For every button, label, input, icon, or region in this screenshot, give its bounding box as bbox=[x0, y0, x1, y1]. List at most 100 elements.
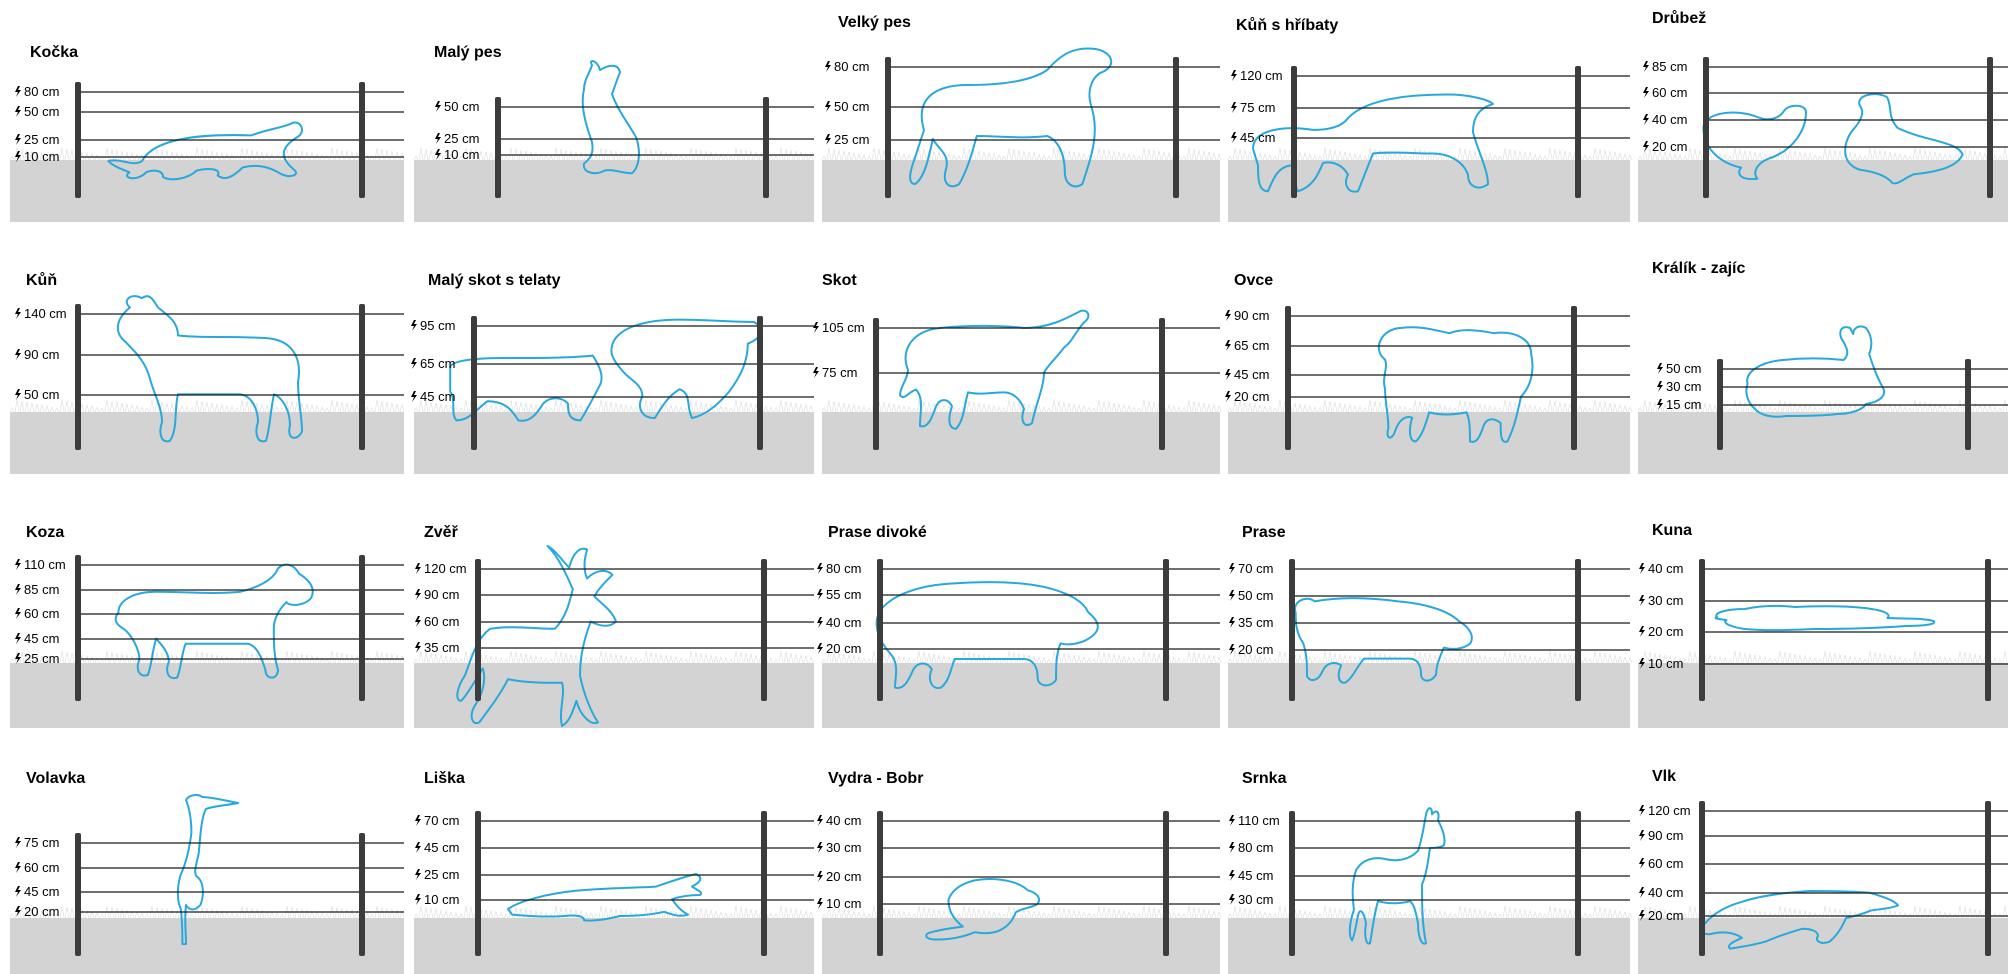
fence-post bbox=[1987, 57, 1993, 198]
fence-panel-vlk: 120 cm 90 cm 60 cm 40 cm 20 cm Vlk bbox=[1637, 752, 2008, 974]
fence-illustration: 85 cm 60 cm 40 cm 20 cm bbox=[1637, 57, 2008, 222]
small-dog-outline-icon bbox=[583, 61, 639, 173]
cat-outline-icon bbox=[108, 122, 302, 179]
voltage-bolt-icon bbox=[15, 837, 21, 848]
ground bbox=[414, 663, 814, 728]
voltage-bolt-icon bbox=[817, 898, 823, 909]
fence-panel-drubez: 85 cm 60 cm 40 cm 20 cm Drůbež bbox=[1637, 0, 2008, 222]
wire-height-label: 35 cm bbox=[424, 640, 459, 655]
sheep-outline-icon bbox=[1379, 327, 1533, 442]
fence-panel-prase-divoke: 80 cm 55 cm 40 cm 20 cm Prase divoké bbox=[817, 506, 1222, 728]
wire-height-label: 45 cm bbox=[1234, 367, 1269, 382]
fence-panel-kocka: 80 cm 50 cm 25 cm 10 cm Kočka bbox=[9, 0, 405, 222]
voltage-bolt-icon bbox=[1643, 114, 1649, 125]
wire-height-label: 105 cm bbox=[822, 320, 865, 335]
ground bbox=[10, 918, 404, 974]
animal-title: Kůň s hříbaty bbox=[1236, 17, 1339, 34]
fence-illustration: 50 cm 30 cm 15 cm bbox=[1637, 252, 2008, 474]
fence-illustration: 110 cm 80 cm 45 cm 30 cm bbox=[1227, 752, 1633, 974]
voltage-bolt-icon bbox=[1639, 887, 1645, 898]
wire-height-label: 10 cm bbox=[826, 896, 861, 911]
fence-post bbox=[75, 304, 81, 450]
fence-post bbox=[359, 833, 365, 956]
animal-title: Prase bbox=[1242, 524, 1286, 541]
voltage-bolt-icon bbox=[15, 349, 21, 360]
wire-height-label: 80 cm bbox=[24, 84, 59, 99]
ground bbox=[414, 412, 814, 474]
voltage-bolt-icon bbox=[1639, 595, 1645, 606]
wire-height-label: 35 cm bbox=[1238, 615, 1273, 630]
wire-height-label: 20 cm bbox=[826, 869, 861, 884]
fence-illustration: 70 cm 50 cm 35 cm 20 cm bbox=[1227, 559, 1633, 728]
fence-post bbox=[885, 57, 891, 198]
wire-height-label: 25 cm bbox=[444, 131, 479, 146]
grass bbox=[413, 399, 814, 413]
wire-height-label: 45 cm bbox=[24, 631, 59, 646]
wire-height-label: 120 cm bbox=[424, 561, 467, 576]
grass bbox=[9, 650, 405, 664]
fence-panel-zver: 120 cm 90 cm 60 cm 35 cm Zvěř bbox=[413, 506, 814, 728]
poultry-outline-icon bbox=[1703, 94, 1962, 183]
animal-title: Kuna bbox=[1652, 522, 1692, 539]
voltage-bolt-icon bbox=[1639, 858, 1645, 869]
voltage-bolt-icon bbox=[435, 133, 441, 144]
voltage-bolt-icon bbox=[1229, 842, 1235, 853]
fence-illustration: 80 cm 50 cm 25 cm 10 cm bbox=[9, 82, 405, 222]
wire-height-label: 45 cm bbox=[424, 840, 459, 855]
voltage-bolt-icon bbox=[1229, 870, 1235, 881]
horse-outline-icon bbox=[118, 296, 302, 441]
wire-height-label: 30 cm bbox=[826, 840, 861, 855]
grass bbox=[413, 650, 814, 664]
animal-title: Volavka bbox=[26, 770, 86, 787]
animal-title: Kočka bbox=[30, 44, 79, 61]
grass bbox=[1637, 650, 2008, 664]
wire-height-label: 70 cm bbox=[424, 813, 459, 828]
fence-panel-maly-skot: 95 cm 65 cm 45 cm Malý skot s telaty bbox=[411, 252, 814, 474]
ground bbox=[414, 918, 814, 974]
wire-height-label: 45 cm bbox=[1240, 130, 1275, 145]
marten-outline-icon bbox=[1715, 606, 1934, 630]
wire-height-label: 55 cm bbox=[826, 587, 861, 602]
fence-post bbox=[757, 316, 763, 450]
fence-panel-kun: 140 cm 90 cm 50 cm Kůň bbox=[9, 252, 405, 474]
fence-post bbox=[873, 318, 879, 450]
fence-post bbox=[1717, 359, 1723, 450]
voltage-bolt-icon bbox=[1639, 805, 1645, 816]
wire-height-label: 30 cm bbox=[1238, 892, 1273, 907]
voltage-bolt-icon bbox=[411, 320, 417, 331]
wire-height-label: 20 cm bbox=[1648, 908, 1683, 923]
voltage-bolt-icon bbox=[15, 106, 21, 117]
wire-height-label: 80 cm bbox=[1238, 840, 1273, 855]
fence-post bbox=[471, 316, 477, 450]
fox-outline-icon bbox=[508, 874, 701, 921]
ground bbox=[414, 160, 814, 222]
ground bbox=[822, 160, 1220, 222]
grass bbox=[821, 399, 1222, 413]
fence-post bbox=[1703, 57, 1709, 198]
wire-height-label: 40 cm bbox=[1648, 561, 1683, 576]
fence-post bbox=[1985, 801, 1991, 956]
wire-height-label: 60 cm bbox=[1652, 85, 1687, 100]
voltage-bolt-icon bbox=[15, 653, 21, 664]
fence-illustration: 95 cm 65 cm 45 cm bbox=[411, 316, 814, 474]
fence-post bbox=[1159, 318, 1165, 450]
voltage-bolt-icon bbox=[415, 563, 421, 574]
voltage-bolt-icon bbox=[817, 871, 823, 882]
voltage-bolt-icon bbox=[1657, 399, 1663, 410]
voltage-bolt-icon bbox=[1225, 310, 1231, 321]
wire-height-label: 15 cm bbox=[1666, 397, 1701, 412]
ground bbox=[822, 918, 1220, 974]
fence-illustration: 120 cm 90 cm 60 cm 35 cm bbox=[413, 506, 814, 728]
voltage-bolt-icon bbox=[415, 869, 421, 880]
fence-post bbox=[75, 82, 81, 198]
ground bbox=[1228, 663, 1630, 728]
wire-height-label: 40 cm bbox=[826, 813, 861, 828]
wire-height-label: 50 cm bbox=[1666, 361, 1701, 376]
voltage-bolt-icon bbox=[817, 617, 823, 628]
voltage-bolt-icon bbox=[1225, 340, 1231, 351]
fence-panel-velky-pes: 80 cm 50 cm 25 cm Velký pes bbox=[821, 0, 1222, 222]
fence-post bbox=[475, 559, 481, 701]
grass bbox=[9, 399, 405, 413]
fence-post bbox=[1985, 559, 1991, 701]
